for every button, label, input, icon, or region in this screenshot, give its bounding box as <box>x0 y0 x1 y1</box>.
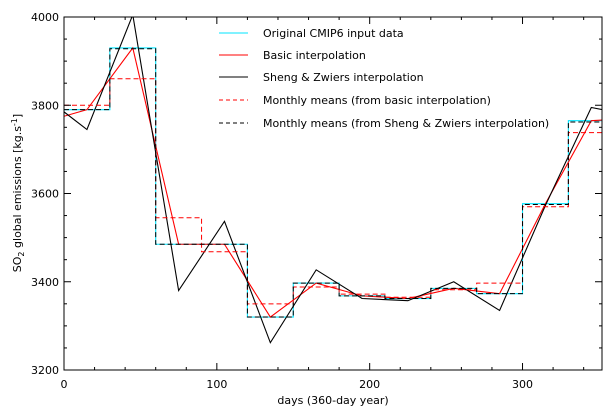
x-tick-label: 100 <box>206 378 227 391</box>
y-tick-label: 3200 <box>31 364 59 377</box>
legend-label-1: Basic interpolation <box>263 49 366 62</box>
series-line-4 <box>64 48 602 318</box>
y-tick-label: 3800 <box>31 99 59 112</box>
legend: Original CMIP6 input data Basic interpola… <box>219 27 549 130</box>
legend-label-3: Monthly means (from basic interpolation) <box>263 94 491 107</box>
x-tick-label: 0 <box>61 378 68 391</box>
plot-frame <box>63 16 603 371</box>
y-axis-label: SO2 global emissions [kg.s-1] <box>10 114 26 272</box>
y-axis-label-rest: global emissions [kg.s <box>11 126 24 252</box>
x-tick-label: 300 <box>512 378 533 391</box>
y-axis-label-sup: -1 <box>10 118 19 126</box>
series-layer <box>64 17 602 344</box>
y-axis-label-end: ] <box>11 114 24 118</box>
y-tick-label: 4000 <box>31 11 59 24</box>
series-line-2 <box>64 17 602 344</box>
y-axis-label-main: SO <box>11 256 24 272</box>
y-tick-label: 3400 <box>31 276 59 289</box>
tick-layer: 0 100 200 300 3200 3400 3600 3800 4000 <box>31 11 602 391</box>
y-tick-label: 3600 <box>31 188 59 201</box>
x-axis-label: days (360-day year) <box>277 394 388 407</box>
y-axis-label-sub: 2 <box>17 251 26 256</box>
x-tick-label: 200 <box>359 378 380 391</box>
legend-label-4: Monthly means (from Sheng & Zwiers inter… <box>263 117 549 130</box>
legend-label-2: Sheng & Zwiers interpolation <box>263 71 424 84</box>
legend-label-0: Original CMIP6 input data <box>263 27 404 40</box>
